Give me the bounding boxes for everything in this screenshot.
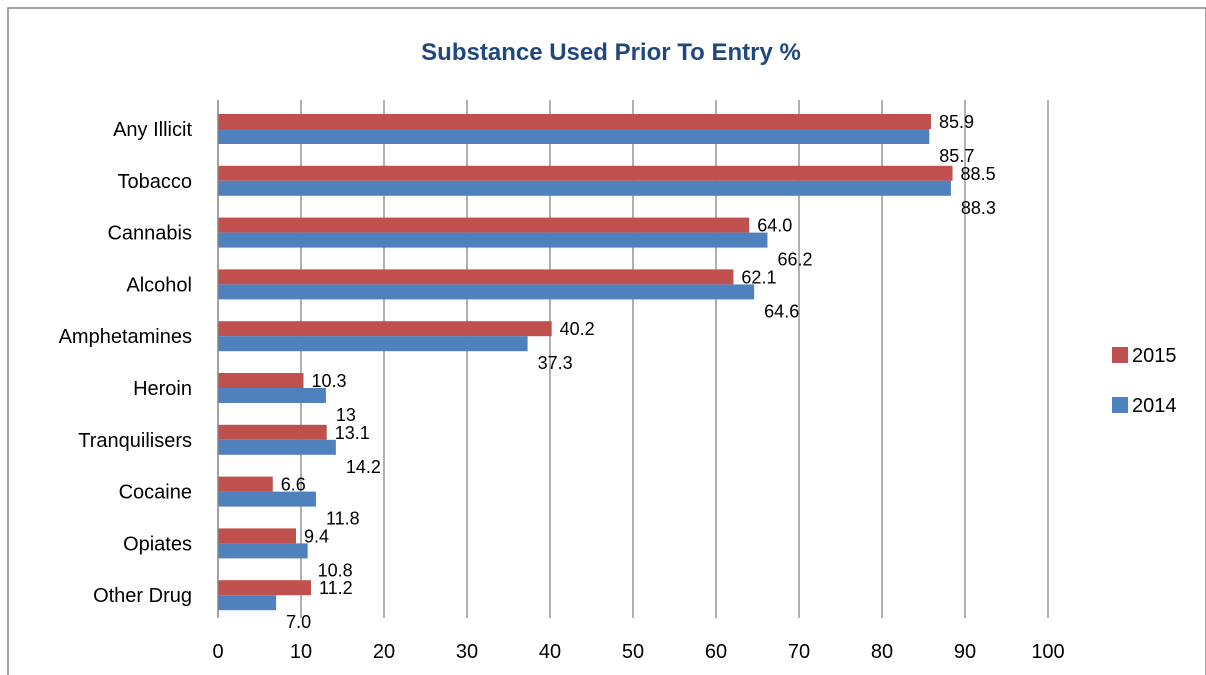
data-label-2014: 88.3	[961, 198, 996, 218]
bar-2015	[218, 528, 297, 544]
legend: 2015 2014	[1112, 345, 1177, 417]
data-labels: 85.9 85.788.5 88.3 64.0 66.262.1 64.6 40.2 37.3…	[281, 112, 996, 632]
x-tick-label: 0	[212, 641, 223, 663]
bar-2015	[218, 580, 311, 596]
data-label-2015: 62.1	[741, 267, 776, 287]
bar-2014	[218, 180, 951, 196]
x-tick-label: 70	[788, 641, 810, 663]
x-tick-label: 20	[373, 641, 395, 663]
chart-title: Substance Used Prior To Entry %	[421, 39, 801, 66]
data-label-2015: 9.4	[304, 526, 329, 546]
x-tick-label: 100	[1031, 641, 1064, 663]
category-label: Alcohol	[126, 274, 192, 296]
data-label-2014: 64.6	[764, 301, 799, 321]
bar-2014	[218, 129, 930, 144]
data-label-2014: 85.7	[939, 146, 974, 166]
category-label: Heroin	[133, 378, 192, 400]
category-label: Opiates	[123, 533, 192, 555]
category-label: Any Illicit	[113, 119, 192, 141]
bar-2014	[218, 595, 277, 611]
data-label-2014: 37.3	[538, 353, 573, 373]
category-label: Tranquilisers	[78, 430, 192, 452]
x-tick-label: 40	[539, 641, 561, 663]
x-tick-label: 90	[954, 641, 976, 663]
x-tick-label: 50	[622, 641, 644, 663]
data-label-2015: 88.5	[961, 164, 996, 184]
x-tick-label: 10	[290, 641, 312, 663]
category-label: Cocaine	[119, 482, 192, 504]
bars	[218, 114, 953, 611]
bar-2014	[218, 232, 768, 248]
category-label: Amphetamines	[59, 326, 192, 348]
x-tick-label: 60	[705, 641, 727, 663]
category-label: Other Drug	[93, 585, 192, 607]
x-tick-label: 80	[871, 641, 893, 663]
data-label-2015: 64.0	[757, 216, 792, 236]
bar-2015	[218, 165, 953, 181]
legend-swatch	[1112, 397, 1128, 413]
bar-2014	[218, 491, 316, 507]
legend-swatch	[1112, 347, 1128, 363]
legend-label: 2014	[1132, 395, 1177, 417]
bar-2015	[218, 269, 734, 285]
x-tick-label: 30	[456, 641, 478, 663]
bar-2015	[218, 424, 327, 440]
data-label-2015: 6.6	[281, 475, 306, 495]
data-label-2014: 7.0	[286, 612, 311, 632]
bar-2015	[218, 217, 750, 233]
data-label-2014: 10.8	[318, 560, 353, 580]
bar-2015	[218, 321, 552, 337]
category-label: Cannabis	[107, 223, 192, 245]
bar-2015	[218, 476, 273, 492]
bar-2015	[218, 373, 304, 388]
data-label-2014: 11.8	[326, 509, 360, 529]
data-label-2015: 40.2	[560, 319, 595, 339]
legend-label: 2015	[1132, 345, 1177, 367]
category-axis: Any Illicit Tobacco Cannabis Alcohol Ampheta…	[59, 100, 219, 618]
bar-2014	[218, 336, 528, 352]
data-label-2015: 10.3	[311, 371, 346, 391]
data-label-2015: 85.9	[939, 112, 974, 132]
bar-2014	[218, 284, 755, 300]
bar-2015	[218, 114, 931, 129]
value-axis: 0 10 20 30 40 50 60 70 80 90 100	[212, 641, 1064, 663]
data-label-2015: 13.1	[335, 423, 370, 443]
data-label-2014: 13	[336, 405, 356, 425]
bar-2014	[218, 388, 326, 403]
bar-2014	[218, 543, 308, 559]
bar-2014	[218, 439, 336, 455]
data-label-2014: 66.2	[777, 250, 812, 270]
data-label-2015: 11.2	[319, 578, 353, 598]
data-label-2014: 14.2	[346, 457, 381, 477]
category-label: Tobacco	[118, 171, 193, 193]
